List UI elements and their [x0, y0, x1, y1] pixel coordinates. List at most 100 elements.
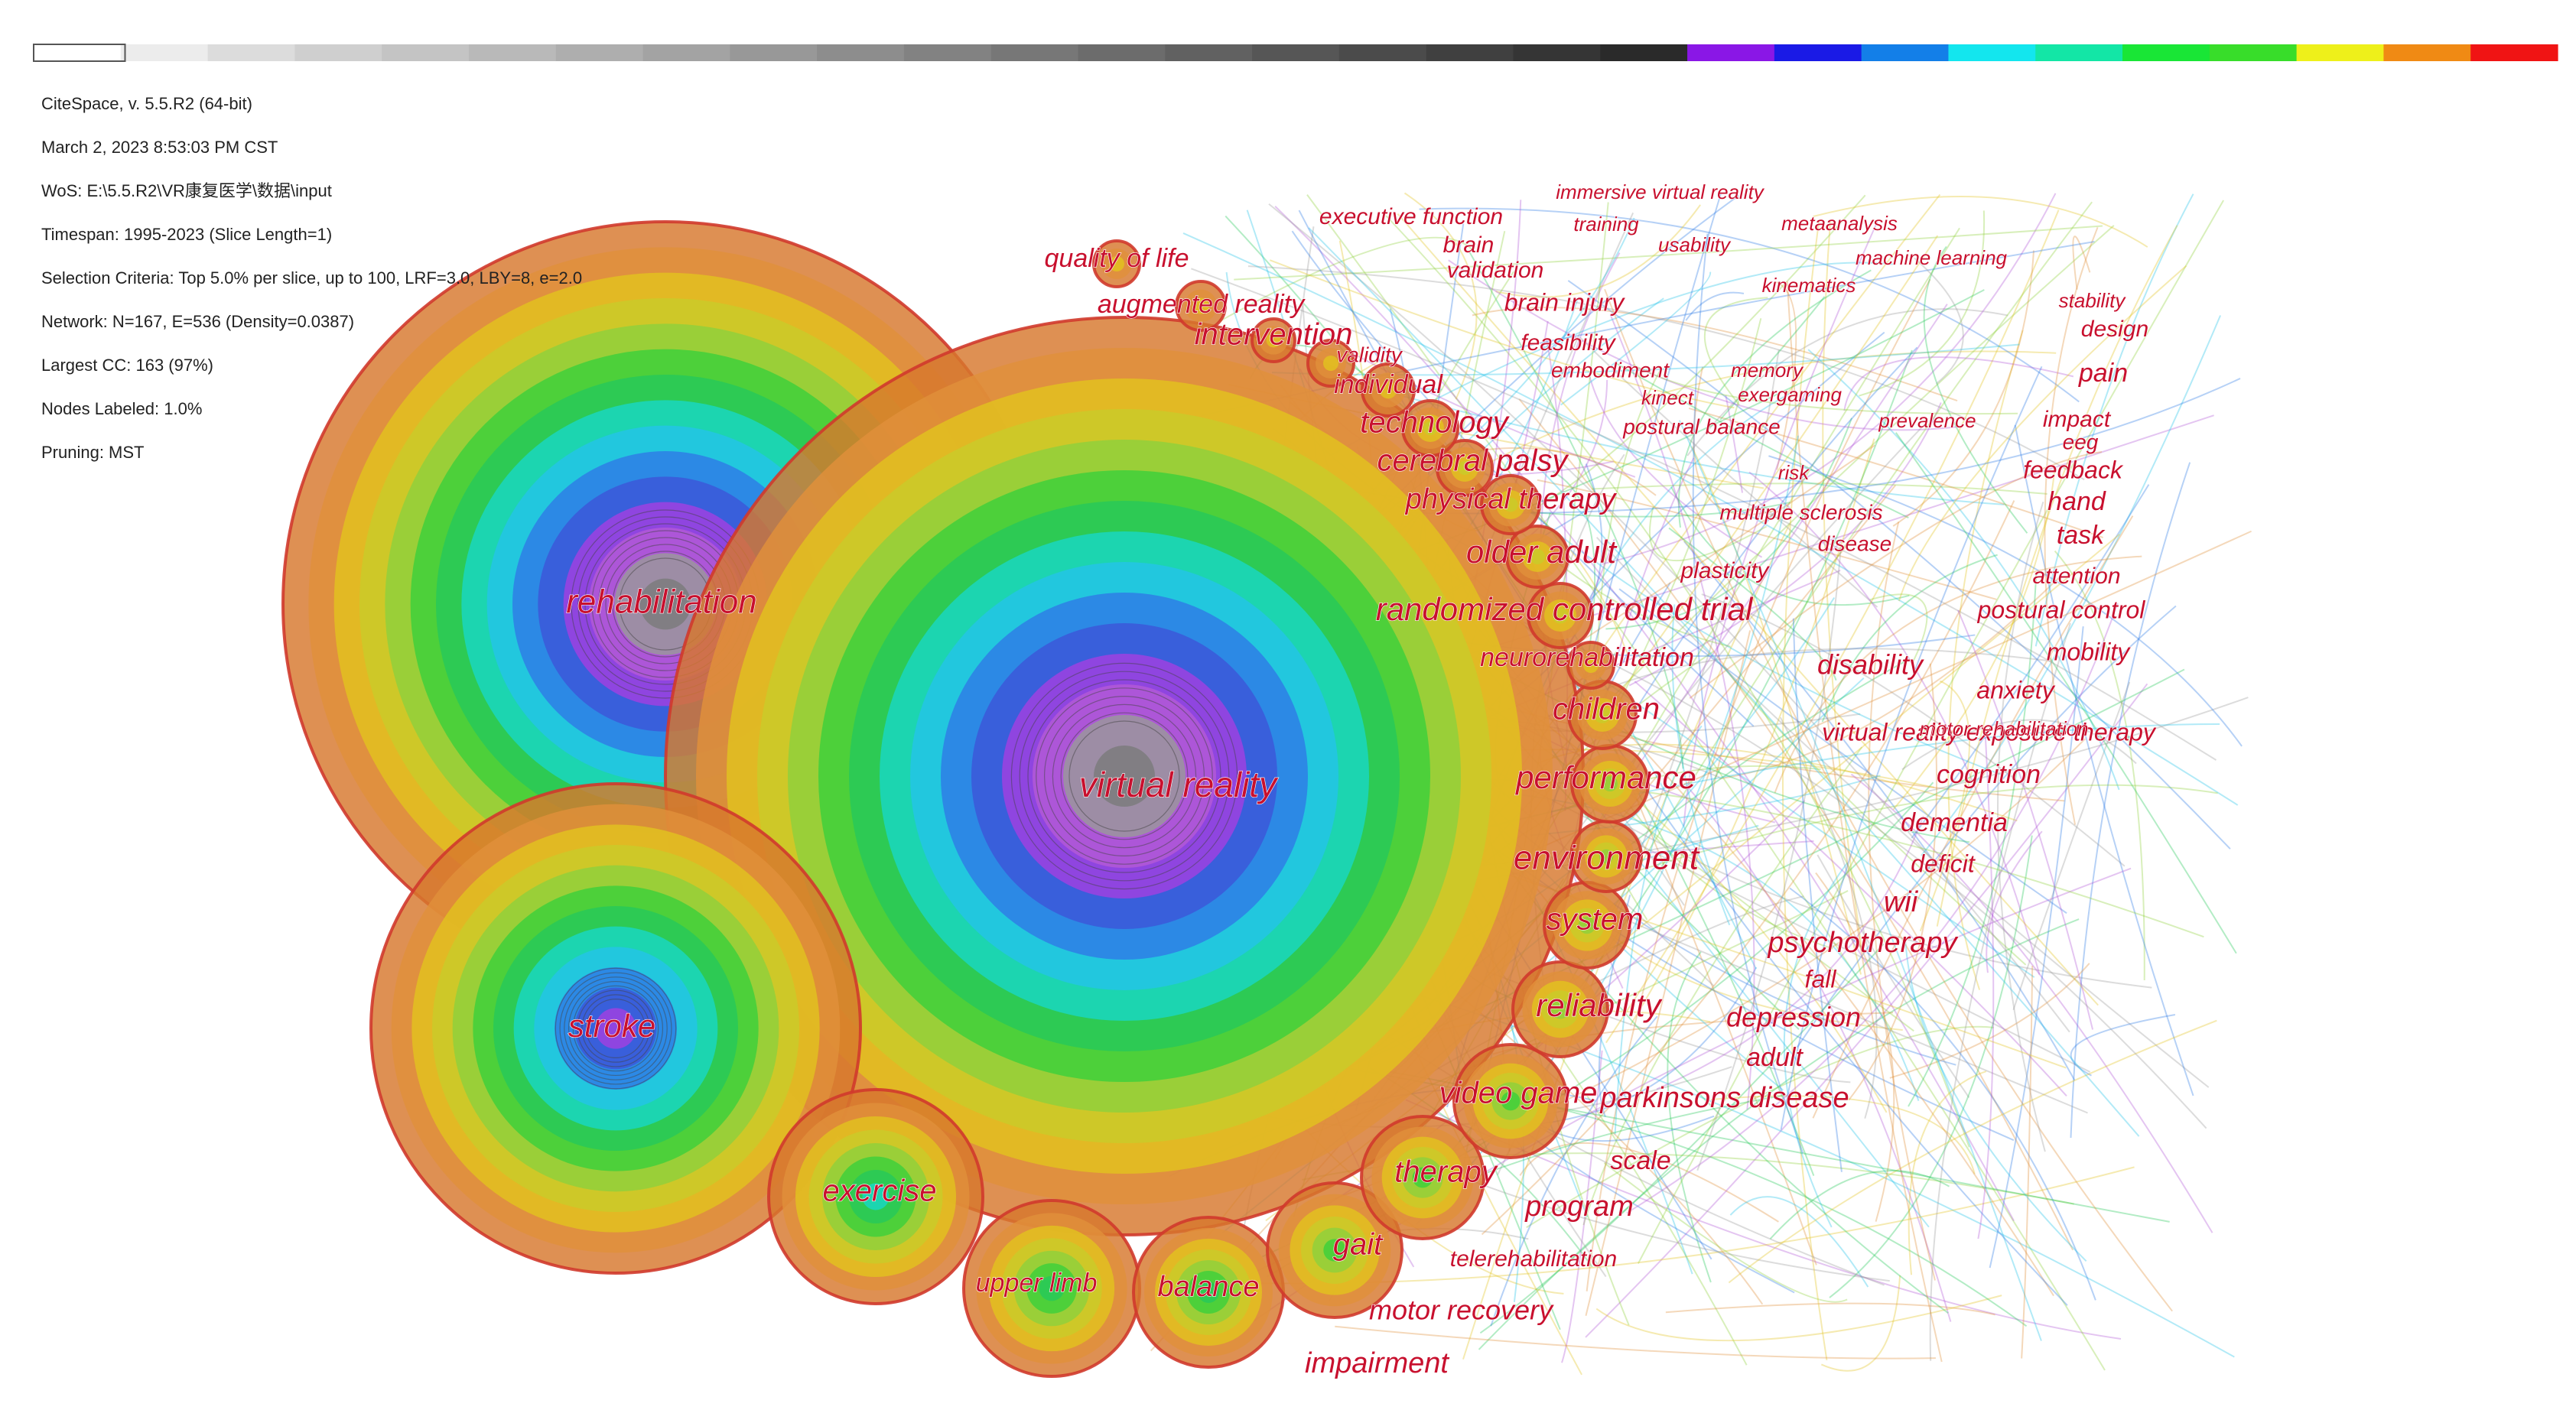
network-edge: [1813, 196, 2148, 248]
timeline-segment: [1338, 44, 1427, 61]
network-edge: [2021, 965, 2034, 1359]
node-label: video game: [1439, 1077, 1598, 1110]
keyword-label: validation: [1447, 258, 1544, 283]
network-edge: [1609, 314, 1755, 1110]
network-edge: [1626, 603, 2119, 1214]
node-ring: [1323, 1239, 1346, 1262]
network-edge: [1843, 356, 2074, 411]
network-edge: [1936, 225, 2178, 927]
network-edge: [1869, 593, 1928, 664]
node-intervention[interactable]: [1251, 317, 1296, 363]
node-cerebral-palsy[interactable]: [1436, 439, 1494, 497]
node-outline: [1436, 439, 1494, 497]
network-nodes: [281, 220, 1650, 1378]
node-ring: [1198, 1282, 1219, 1303]
network-edge: [1957, 609, 2094, 1030]
node-label: physical therapy: [1405, 483, 1618, 515]
network-edge: [1677, 269, 1872, 528]
node-ring: [1423, 421, 1437, 435]
network-edge: [1685, 291, 1745, 321]
node-core-ring: [572, 985, 659, 1072]
node-exercise[interactable]: [767, 1088, 984, 1305]
node-upper-limb[interactable]: [962, 1199, 1141, 1378]
keyword-label: mobility: [2047, 638, 2131, 665]
keyword-label: depression: [1726, 1002, 1861, 1033]
network-edge: [1668, 527, 1837, 681]
node-environment[interactable]: [1569, 820, 1643, 893]
keyword-label: psychotherapy: [1767, 927, 1958, 959]
node-outline: [1566, 641, 1615, 690]
node-stroke[interactable]: [369, 782, 862, 1275]
node-outline: [767, 1088, 984, 1305]
network-edge: [2054, 550, 2145, 980]
network-edge: [1595, 537, 2210, 1088]
node-label: environment: [1514, 840, 1700, 877]
node-reliability[interactable]: [1511, 960, 1609, 1058]
keyword-label: postural control: [1977, 596, 2146, 623]
node-outline: [1511, 960, 1609, 1058]
network-edge: [1719, 296, 1826, 421]
network-edge: [1585, 683, 2148, 1338]
node-older-adult[interactable]: [1505, 525, 1569, 589]
network-edge: [1603, 1161, 1848, 1303]
node-label: balance: [1157, 1271, 1259, 1303]
node-core-ring: [577, 989, 655, 1067]
network-edge: [1710, 1095, 1976, 1174]
node-label: children: [1553, 693, 1660, 726]
node-gait[interactable]: [1266, 1181, 1403, 1319]
timeline-segment: [642, 44, 730, 61]
network-edge: [1683, 221, 1878, 827]
timeline-segment: [1948, 44, 2036, 61]
node-randomized-controlled-trial[interactable]: [1527, 582, 1594, 649]
node-outline: [1266, 1181, 1403, 1319]
network-edge: [1247, 265, 2085, 481]
keyword-label: parkinsons disease: [1599, 1082, 1849, 1114]
network-edge: [1686, 308, 2008, 456]
node-label: cerebral palsy: [1377, 444, 1569, 478]
node-augmented-reality[interactable]: [1175, 280, 1227, 332]
network-edge: [1850, 773, 2213, 1233]
network-edge: [1385, 215, 1970, 1148]
node-balance[interactable]: [1132, 1216, 1285, 1369]
network-edge: [1671, 604, 1731, 926]
keyword-label: pain: [2078, 359, 2128, 388]
node-outline: [1361, 362, 1416, 417]
network-edge: [1667, 951, 1712, 1283]
network-edge: [1807, 349, 2120, 791]
network-edge: [1901, 719, 2137, 771]
network-edge: [1989, 626, 2084, 1269]
node-ring: [1266, 333, 1281, 348]
network-edge: [1605, 210, 2060, 1044]
network-edge: [1649, 506, 1768, 561]
keyword-label: embodiment: [1551, 358, 1670, 382]
node-therapy[interactable]: [1360, 1115, 1485, 1240]
keyword-label: validity: [1336, 343, 1403, 366]
node-validity[interactable]: [1306, 339, 1355, 388]
network-edge: [1722, 667, 2027, 966]
timeline-color-bar: [33, 44, 2558, 62]
network-edge: [1859, 210, 1986, 397]
network-edge: [1769, 1170, 1950, 1239]
network-edge: [1822, 219, 1863, 950]
node-label: older adult: [1466, 534, 1618, 570]
node-children[interactable]: [1567, 680, 1638, 750]
node-video-game[interactable]: [1452, 1043, 1569, 1159]
node-ring: [1109, 256, 1124, 271]
network-edge: [1586, 278, 1931, 1291]
node-quality-of-life[interactable]: [1092, 239, 1141, 288]
node-neurorehabilitation[interactable]: [1566, 641, 1615, 690]
node-virtual-reality[interactable]: [664, 316, 1585, 1236]
node-label: intervention: [1195, 318, 1353, 352]
node-individual[interactable]: [1361, 362, 1416, 417]
node-technology[interactable]: [1401, 399, 1459, 457]
node-label: exercise: [823, 1174, 937, 1208]
network-edge: [1271, 343, 2020, 376]
keyword-label: program: [1524, 1191, 1634, 1223]
node-label: gait: [1333, 1228, 1384, 1262]
timeline-segment: [1687, 44, 1775, 61]
network-edge: [1585, 630, 1751, 1316]
node-physical-therapy[interactable]: [1480, 474, 1541, 535]
info-date: March 2, 2023 8:53:03 PM CST: [41, 138, 278, 157]
node-system[interactable]: [1543, 881, 1631, 970]
